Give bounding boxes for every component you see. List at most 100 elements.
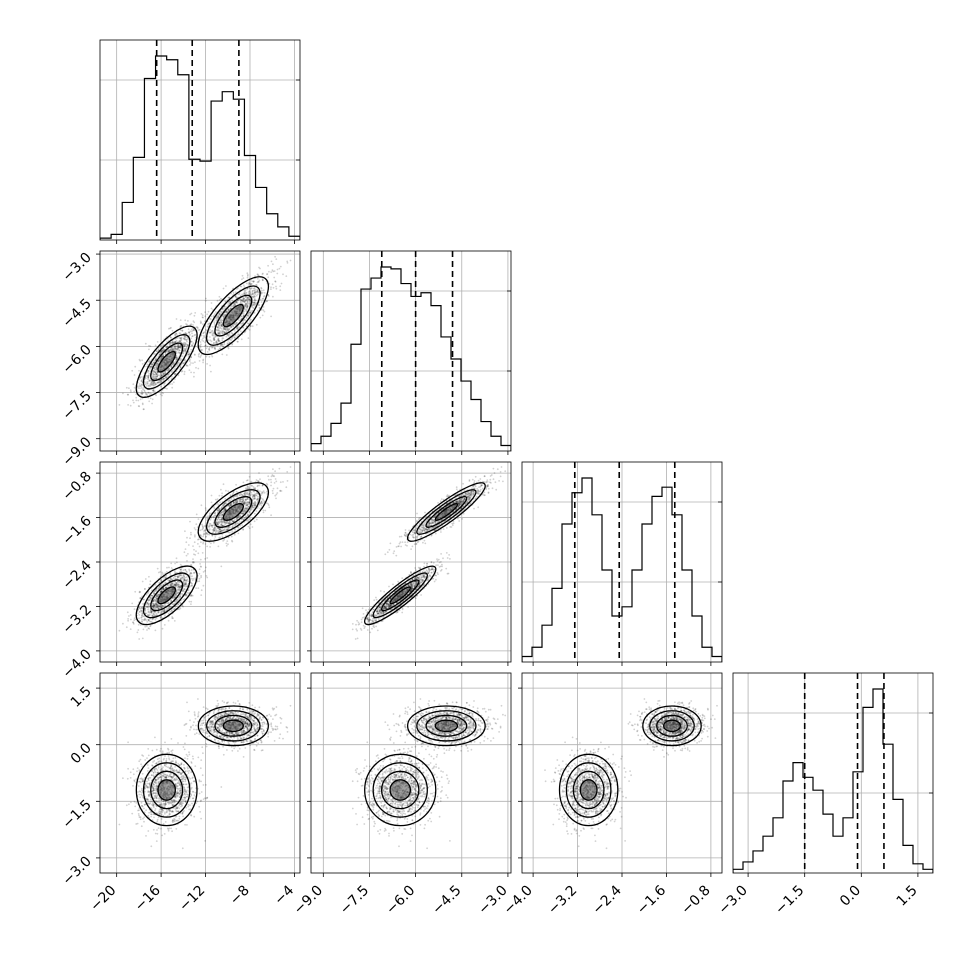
sample-point [248,282,251,285]
sample-point [234,518,236,521]
sample-point [254,293,257,296]
sample-point [155,362,158,365]
sample-point [184,568,187,571]
sample-point [152,361,155,364]
sample-point [193,328,196,331]
sample-point [228,505,231,507]
sample-point [162,587,165,590]
sample-point [245,492,248,494]
sample-point [139,591,142,593]
sample-point [226,528,229,531]
sample-point [253,301,256,304]
sample-point [218,312,220,315]
sample-point [252,490,255,492]
sample-point [179,577,182,580]
sample-point [177,575,179,578]
sample-point [228,499,231,502]
sample-point [184,342,187,345]
sample-point [242,500,245,502]
sample-point [157,363,159,366]
sample-point [158,381,161,384]
sample-point [139,597,142,599]
sample-point [156,362,158,365]
sample-point [210,516,213,519]
sample-point [216,329,219,332]
sample-point [246,302,249,305]
sample-point [247,525,250,528]
sample-point [247,302,250,305]
sample-point [156,350,159,353]
sample-point [228,301,231,303]
sample-point [159,616,162,619]
sample-point [248,501,251,503]
sample-point [175,356,178,359]
sample-point [233,303,236,305]
sample-point [157,360,160,363]
sample-point [132,401,135,404]
sample-point [243,510,246,512]
sample-point [138,591,141,594]
sample-point [201,316,204,318]
sample-point [261,278,264,281]
sample-point [236,323,238,325]
sample-point [140,616,143,619]
sample-point [154,611,157,614]
sample-point [134,365,137,368]
sample-point [181,576,184,579]
sample-point [154,359,157,361]
sample-point [177,584,180,587]
sample-point [176,357,179,359]
sample-point [217,315,220,317]
sample-point [221,511,223,514]
sample-point [173,583,176,586]
sample-point [209,339,212,342]
sample-point [127,404,129,406]
sample-point [244,306,246,308]
sample-point [215,316,218,319]
sample-point [166,368,169,371]
sample-point [193,329,195,332]
sample-point [280,490,283,492]
sample-point [151,383,153,386]
sample-point [244,308,247,311]
y-tick-label: −6.0 [59,342,94,377]
sample-point [237,515,240,517]
sample-point [184,332,187,334]
sample-point [184,347,187,350]
sample-point [201,339,204,341]
sample-point [167,602,170,604]
sample-point [166,387,168,390]
sample-point [221,319,224,322]
sample-point [184,319,187,322]
sample-point [164,582,166,584]
sample-point [194,361,196,364]
sample-point [249,287,252,290]
sample-point [257,480,260,482]
sample-point [206,363,209,365]
sample-point [149,625,151,628]
sample-point [149,385,152,387]
sample-point [216,522,219,525]
sample-point [221,533,224,536]
sample-point [265,300,268,303]
sample-point [208,323,211,325]
sample-point [145,377,147,380]
sample-point [154,357,157,360]
sample-point [254,290,256,292]
sample-point [171,617,174,620]
sample-point [142,388,144,391]
sample-point [147,611,150,613]
sample-point [256,497,259,500]
sample-point [153,599,155,602]
sample-point [275,285,277,288]
sample-point [213,529,216,532]
sample-point [210,302,213,304]
sample-point [151,610,153,612]
sample-point [144,617,146,620]
sample-point [152,372,155,374]
sample-point [245,310,248,313]
sample-point [151,363,153,366]
sample-point [185,576,188,579]
sample-point [225,328,227,330]
sample-point [243,292,246,294]
